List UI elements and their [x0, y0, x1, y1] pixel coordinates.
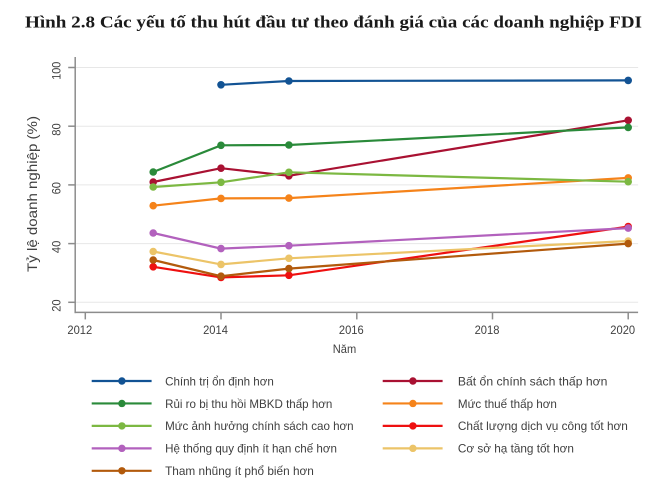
svg-text:60: 60 — [50, 182, 64, 195]
svg-text:2012: 2012 — [67, 323, 92, 337]
svg-text:Hình 2.8 Các yếu tố thu hút đầ: Hình 2.8 Các yếu tố thu hút đầu tư theo … — [25, 13, 642, 32]
svg-text:Bất ổn chính sách thấp hơn: Bất ổn chính sách thấp hơn — [458, 374, 608, 388]
svg-text:Chính trị ổn định hơn: Chính trị ổn định hơn — [165, 374, 274, 388]
svg-text:Năm: Năm — [333, 342, 356, 356]
svg-text:Tham nhũng ít phổ biến hơn: Tham nhũng ít phổ biến hơn — [165, 464, 314, 478]
svg-text:Mức thuế thấp hơn: Mức thuế thấp hơn — [458, 397, 557, 411]
svg-text:20: 20 — [50, 299, 64, 312]
svg-text:Chất lượng dịch vụ công tốt hơ: Chất lượng dịch vụ công tốt hơn — [458, 419, 628, 433]
svg-text:2014: 2014 — [203, 323, 228, 337]
svg-text:2020: 2020 — [610, 323, 635, 337]
svg-text:Tỷ lệ doanh nghiệp (%): Tỷ lệ doanh nghiệp (%) — [24, 116, 40, 272]
svg-text:2018: 2018 — [475, 323, 500, 337]
svg-text:40: 40 — [50, 240, 64, 253]
svg-text:100: 100 — [50, 62, 64, 80]
svg-text:Rủi ro bị thu hồi MBKD thấp hơ: Rủi ro bị thu hồi MBKD thấp hơn — [165, 397, 332, 411]
svg-text:80: 80 — [50, 123, 64, 136]
svg-text:Hệ thống quy định ít hạn chế h: Hệ thống quy định ít hạn chế hơn — [165, 442, 337, 456]
svg-text:Cơ sở hạ tầng tốt hơn: Cơ sở hạ tầng tốt hơn — [458, 442, 574, 456]
svg-text:Mức ảnh hưởng chính sách cao h: Mức ảnh hưởng chính sách cao hơn — [165, 419, 354, 433]
svg-text:2016: 2016 — [339, 323, 364, 337]
